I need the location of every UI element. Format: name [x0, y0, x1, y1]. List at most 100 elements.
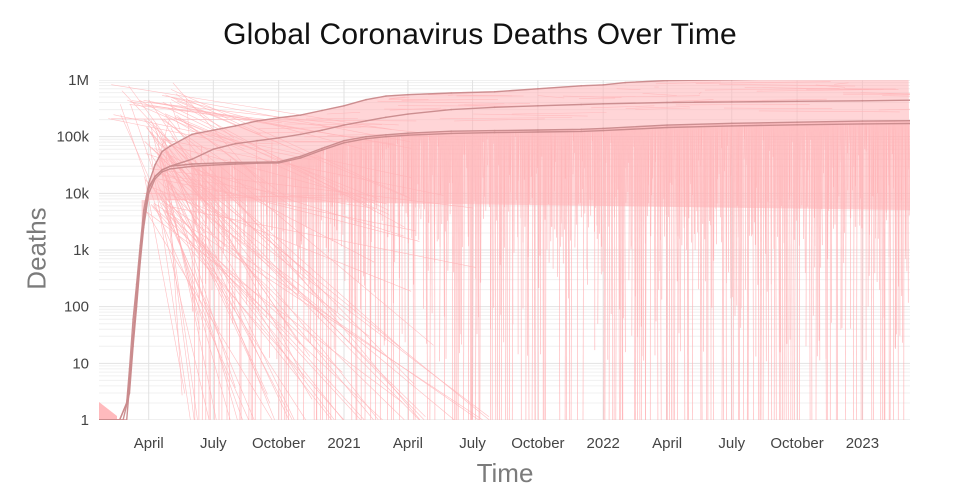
series-daily-drop	[742, 123, 745, 420]
x-tick-label: 2021	[327, 435, 360, 452]
series-point	[666, 124, 668, 126]
series-daily-drop	[892, 120, 894, 420]
series-daily-drop	[865, 121, 868, 152]
series-daily-drop	[406, 133, 409, 218]
series-daily-drop	[901, 120, 903, 343]
series-daily-drop	[650, 125, 652, 237]
series-daily-drop	[436, 131, 438, 242]
x-tick-label: October	[770, 435, 823, 452]
series-connector-line	[149, 186, 412, 292]
series-daily-drop	[292, 158, 294, 310]
series-connector-line	[174, 116, 247, 147]
series-connector-line	[163, 139, 444, 196]
series-connector-line	[157, 204, 210, 420]
series-daily-drop	[804, 122, 806, 273]
series-point	[125, 419, 128, 420]
series-daily-drop	[350, 139, 353, 420]
series-daily-drop	[468, 130, 470, 420]
series-connector-line	[128, 85, 189, 168]
series-point	[343, 141, 345, 144]
series-daily-drop	[250, 162, 252, 420]
series-daily-drop	[559, 129, 561, 247]
series-point	[602, 102, 605, 105]
series-daily-drop	[484, 130, 486, 197]
series-daily-drop	[605, 128, 607, 164]
series-daily-drop	[877, 120, 880, 239]
series-point	[909, 122, 910, 125]
series-connector-line	[120, 114, 171, 226]
series-daily-drop	[558, 129, 561, 420]
series-daily-drop	[833, 121, 835, 229]
series-daily-drop	[801, 122, 803, 206]
series-connector-line	[175, 93, 235, 139]
series-daily-drop	[451, 131, 453, 184]
series-connector-line	[170, 96, 366, 151]
series-connector-line	[255, 140, 348, 142]
series-daily-drop	[549, 129, 552, 242]
series-daily-drop	[254, 162, 257, 420]
series-connector-line	[353, 122, 399, 126]
series-daily-drop	[746, 123, 749, 420]
series-point	[169, 145, 171, 148]
series-daily-drop	[831, 121, 834, 168]
series-daily-drop	[433, 132, 435, 263]
series-daily-drop	[398, 133, 400, 279]
series-daily-drop	[214, 163, 217, 203]
series-connector-line	[121, 90, 217, 193]
series-point	[142, 209, 145, 212]
series-daily-drop	[608, 128, 610, 420]
series-point	[493, 90, 496, 93]
series-point	[234, 125, 237, 127]
series-daily-drop	[775, 122, 777, 420]
series-daily-drop	[381, 135, 384, 221]
series-daily-drop	[737, 123, 739, 420]
series-daily-drop	[464, 130, 466, 155]
series-connector-line	[719, 83, 856, 87]
series-daily-drop	[637, 126, 639, 420]
series-daily-drop	[813, 121, 815, 218]
series-point	[191, 163, 193, 165]
series-daily-drop	[303, 154, 305, 420]
series-daily-drop	[750, 122, 752, 237]
series-connector-line	[167, 108, 366, 203]
series-connector-line	[162, 95, 410, 142]
series-connector-line	[157, 152, 268, 395]
series-daily-drop	[615, 127, 617, 420]
series-daily-drop	[425, 132, 427, 344]
series-daily-drop	[331, 144, 334, 242]
series-connector-line	[161, 170, 293, 420]
series-daily-drop	[675, 124, 678, 282]
series-daily-drop	[805, 122, 807, 347]
series-point	[450, 108, 453, 111]
series-daily-drop	[500, 130, 503, 420]
series-connector-line	[160, 150, 217, 420]
series-daily-drop	[758, 122, 761, 203]
series-daily-drop	[639, 126, 641, 420]
series-point	[234, 142, 237, 145]
series-connector-line	[148, 99, 223, 211]
series-daily-drop	[570, 129, 573, 420]
series-connector-line	[170, 89, 410, 198]
series-daily-drop	[434, 131, 436, 225]
series-connector-line	[322, 126, 377, 128]
series-point	[234, 161, 237, 164]
series-point	[861, 123, 864, 125]
x-tick-label: October	[511, 435, 564, 452]
series-connector-line	[144, 176, 186, 394]
series-daily-drop	[326, 146, 328, 420]
series-point	[256, 139, 259, 142]
series-daily-drop	[474, 130, 476, 202]
series-point	[730, 80, 733, 81]
series-connector-line	[511, 112, 607, 115]
series-daily-drop	[737, 123, 740, 238]
series-daily-drop	[901, 120, 904, 201]
series-daily-drop	[732, 123, 734, 298]
series-point	[299, 133, 302, 136]
series-daily-drop	[511, 130, 514, 420]
series-daily-drop	[248, 162, 251, 420]
series-daily-drop	[640, 126, 642, 327]
series-connector-line	[160, 202, 362, 420]
series-daily-drop	[655, 125, 657, 162]
series-daily-drop	[908, 120, 910, 216]
series-daily-drop	[568, 129, 571, 205]
